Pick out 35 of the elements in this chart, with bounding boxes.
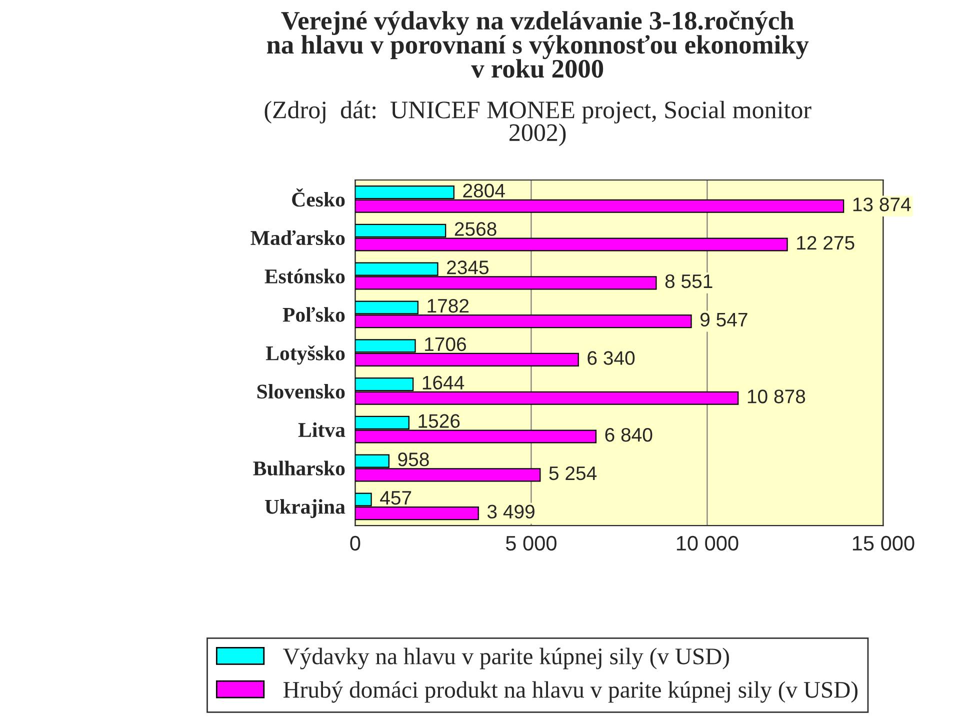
y-tick-label: Česko <box>292 188 345 207</box>
data-label: 2804 <box>463 184 505 198</box>
x-tick-label: 0 <box>350 536 360 551</box>
chart-title: Verejné výdavky na vzdelávanie 3-18.ročných na hlavu v porovnaní s výkonnosťou ekonomiky v roku 2000 <box>266 10 809 78</box>
data-label: 3 499 <box>487 504 534 519</box>
y-tick-label: Maďarsko <box>250 230 345 246</box>
data-label: 1644 <box>422 376 464 390</box>
legend-label: Výdavky na hlavu v parite kúpnej sily (v USD) <box>283 648 729 670</box>
data-label: 1706 <box>425 337 466 352</box>
y-tick-label: Lotyšsko <box>266 345 345 365</box>
x-tick-label: 10 000 <box>676 536 738 551</box>
y-tick-label: Bulharsko <box>253 460 345 476</box>
data-label: 457 <box>380 491 412 505</box>
y-tick-label: Poľsko <box>282 307 345 322</box>
data-label: 958 <box>398 452 429 466</box>
y-tick-label: Estónsko <box>264 268 345 284</box>
data-label: 8 551 <box>665 274 712 288</box>
y-tick-label: Ukrajina <box>264 499 346 518</box>
data-label: 9 547 <box>700 312 748 327</box>
y-tick-label: Slovensko <box>257 384 345 399</box>
chart-subtitle: (Zdroj dát: UNICEF MONEE project, Social monitor 2002) <box>264 100 812 146</box>
data-label: 1782 <box>428 298 469 313</box>
data-label: 6 840 <box>605 428 652 442</box>
data-label: 5 254 <box>549 466 597 480</box>
data-label: 1526 <box>418 414 460 428</box>
data-label: 6 340 <box>588 351 635 365</box>
data-label: 2345 <box>447 260 489 274</box>
data-label: 12 275 <box>797 236 854 250</box>
legend-label: Hrubý domáci produkt na hlavu v parite kúpnej sily (v USD) <box>283 681 858 703</box>
x-tick-label: 15 000 <box>852 536 914 551</box>
data-label: 13 874 <box>853 198 911 212</box>
y-tick-label: Litva <box>298 422 346 438</box>
data-label: 10 878 <box>748 390 806 404</box>
x-tick-label: 5 000 <box>506 536 556 551</box>
data-label: 2568 <box>454 222 496 236</box>
